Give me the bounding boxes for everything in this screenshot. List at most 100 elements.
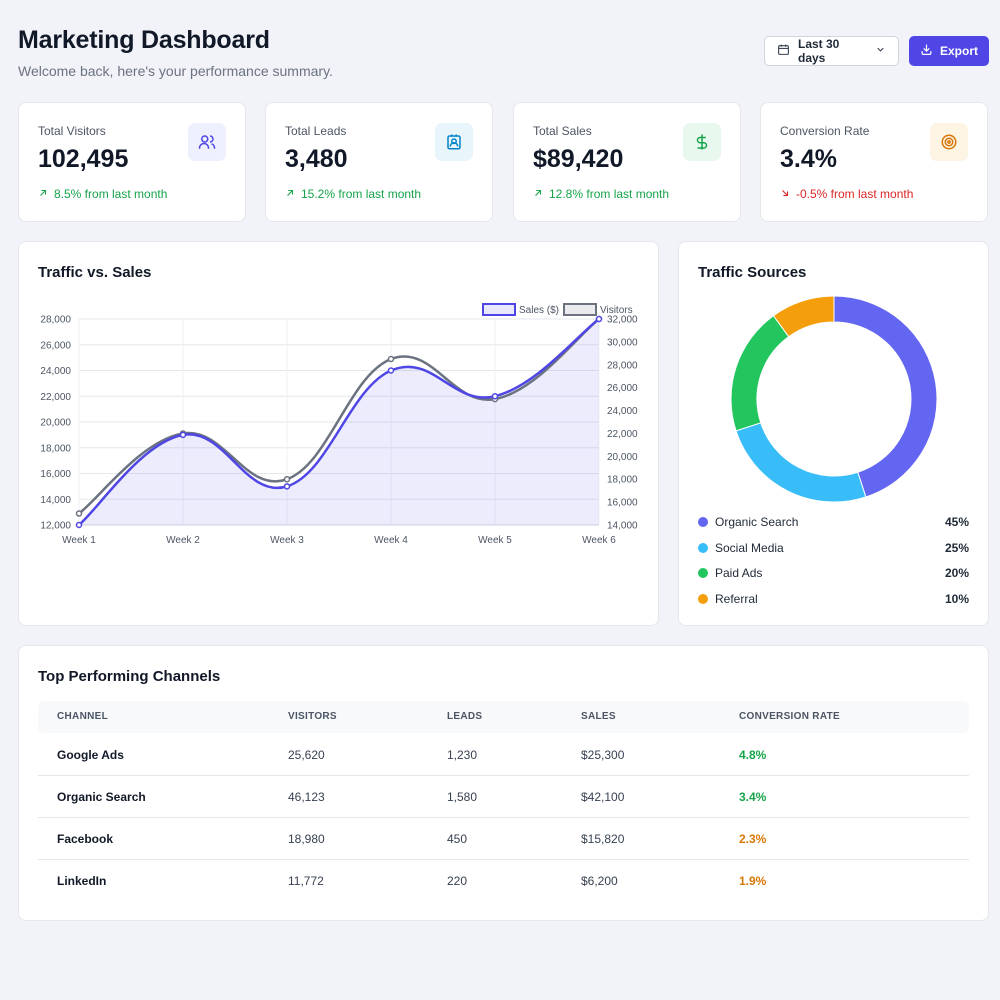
sales-cell: $6,200 bbox=[581, 874, 618, 888]
col-conversion: CONVERSION RATE bbox=[739, 711, 840, 722]
y-left-tick-label: 12,000 bbox=[40, 521, 71, 532]
legend-swatch-sales bbox=[482, 303, 516, 316]
visitors-point bbox=[283, 475, 291, 483]
conversion-cell: 2.3% bbox=[739, 832, 767, 846]
visitors-cell: 11,772 bbox=[288, 874, 324, 888]
donut-slice-referral bbox=[772, 295, 835, 338]
donut-slice-organic-search bbox=[833, 295, 938, 498]
header-actions: Last 30 days Export bbox=[764, 36, 989, 66]
stat-value: $89,420 bbox=[533, 145, 624, 173]
contact-icon bbox=[435, 123, 473, 161]
stat-label: Conversion Rate bbox=[780, 124, 870, 138]
leads-cell: 1,580 bbox=[447, 790, 478, 804]
chevron-down-icon bbox=[875, 44, 886, 58]
y-left-tick-label: 28,000 bbox=[40, 315, 71, 326]
stat-label: Total Sales bbox=[533, 124, 592, 138]
y-left-tick-label: 26,000 bbox=[40, 340, 71, 351]
conversion-cell: 1.9% bbox=[739, 874, 767, 888]
donut-slice-social-media bbox=[735, 422, 867, 503]
legend-value: 20% bbox=[944, 566, 969, 580]
table-row[interactable]: Organic Search 46,123 1,580 $42,100 3.4% bbox=[38, 776, 969, 818]
x-tick-label: Week 1 bbox=[62, 535, 96, 546]
y-right-tick-label: 30,000 bbox=[607, 337, 638, 348]
legend-label-sales: Sales ($) bbox=[519, 305, 559, 316]
stat-change: 12.8% from last month bbox=[533, 187, 669, 201]
y-left-tick-label: 20,000 bbox=[40, 418, 71, 429]
y-right-tick-label: 16,000 bbox=[607, 498, 638, 509]
chart-title: Traffic vs. Sales bbox=[38, 264, 152, 281]
target-icon bbox=[930, 123, 968, 161]
page-header: Marketing Dashboard Welcome back, here's… bbox=[18, 26, 333, 79]
sales-point bbox=[75, 521, 83, 529]
y-left-tick-label: 14,000 bbox=[40, 495, 71, 506]
leads-cell: 1,230 bbox=[447, 748, 478, 762]
x-tick-label: Week 4 bbox=[374, 535, 408, 546]
visitors-line bbox=[78, 318, 600, 515]
sales-point bbox=[387, 367, 395, 374]
stat-change-text: 15.2% from last month bbox=[301, 187, 422, 201]
stat-card-conversion: Conversion Rate 3.4% -0.5% from last mon… bbox=[760, 102, 988, 222]
traffic-sources-donut bbox=[730, 295, 938, 503]
arrow-down-right-icon bbox=[780, 187, 790, 201]
sales-cell: $42,100 bbox=[581, 790, 625, 804]
y-right-tick-label: 18,000 bbox=[607, 475, 638, 486]
legend-label: Organic Search bbox=[715, 515, 799, 529]
y-right-tick-label: 28,000 bbox=[607, 360, 638, 371]
channel-name: Facebook bbox=[57, 832, 114, 846]
sales-cell: $25,300 bbox=[581, 748, 625, 762]
visitors-cell: 46,123 bbox=[288, 790, 325, 804]
x-tick-label: Week 2 bbox=[166, 535, 200, 546]
table-header: CHANNEL VISITORS LEADS SALES CONVERSION … bbox=[38, 701, 969, 733]
legend-label: Referral bbox=[715, 591, 758, 606]
col-leads: LEADS bbox=[447, 711, 483, 722]
sources-title: Traffic Sources bbox=[698, 264, 807, 281]
arrow-up-right-icon bbox=[285, 187, 295, 201]
stat-label: Total Leads bbox=[285, 124, 347, 138]
conversion-cell: 3.4% bbox=[739, 790, 767, 804]
y-left-tick-label: 22,000 bbox=[40, 392, 71, 403]
channel-name: Organic Search bbox=[57, 790, 146, 804]
donut-slice-paid-ads bbox=[730, 314, 790, 432]
y-right-tick-label: 20,000 bbox=[607, 452, 638, 463]
leads-cell: 450 bbox=[447, 832, 468, 846]
stat-card-leads: Total Leads 3,480 15.2% from last month bbox=[265, 102, 493, 222]
download-icon bbox=[920, 43, 933, 59]
col-sales: SALES bbox=[581, 711, 616, 722]
legend-dot bbox=[698, 568, 708, 578]
visitors-cell: 18,980 bbox=[288, 832, 325, 846]
channel-name: Google Ads bbox=[57, 748, 124, 762]
sales-point bbox=[595, 315, 603, 323]
page-subtitle: Welcome back, here's your performance su… bbox=[18, 63, 333, 79]
table-row[interactable]: Google Ads 25,620 1,230 $25,300 4.8% bbox=[38, 734, 969, 776]
table-row[interactable]: Facebook 18,980 450 $15,820 2.3% bbox=[38, 818, 969, 860]
legend-item: Paid Ads 20% bbox=[698, 564, 969, 582]
legend-label: Paid Ads bbox=[715, 566, 763, 580]
y-right-tick-label: 26,000 bbox=[607, 383, 638, 394]
calendar-icon bbox=[777, 43, 790, 59]
export-button[interactable]: Export bbox=[909, 36, 989, 66]
y-right-tick-label: 14,000 bbox=[607, 521, 638, 532]
date-range-select[interactable]: Last 30 days bbox=[764, 36, 899, 66]
stat-value: 3,480 bbox=[285, 145, 348, 173]
legend-item: Organic Search 45% bbox=[698, 513, 969, 531]
visitors-cell: 25,620 bbox=[288, 748, 325, 762]
legend-value: 45% bbox=[944, 515, 969, 529]
y-right-tick-label: 22,000 bbox=[607, 429, 638, 440]
stat-change-text: 12.8% from last month bbox=[549, 187, 670, 201]
sales-area bbox=[79, 319, 599, 525]
stat-change-text: -0.5% from last month bbox=[796, 187, 914, 201]
table-row[interactable]: LinkedIn 11,772 220 $6,200 1.9% bbox=[38, 860, 969, 902]
stat-card-sales: Total Sales $89,420 12.8% from last mont… bbox=[513, 102, 741, 222]
legend-label-visitors: Visitors bbox=[600, 305, 633, 316]
stat-value: 3.4% bbox=[780, 145, 837, 173]
legend-value: 10% bbox=[944, 591, 969, 606]
legend-value: 25% bbox=[944, 540, 969, 555]
conversion-cell: 4.8% bbox=[739, 748, 767, 762]
traffic-sales-chart: 12,000 14,000 16,000 18,000 20,000 22,000 24,0… bbox=[40, 303, 638, 546]
date-range-label: Last 30 days bbox=[798, 37, 840, 65]
export-label: Export bbox=[939, 44, 978, 58]
x-tick-label: Week 6 bbox=[582, 535, 616, 546]
stat-label: Total Visitors bbox=[38, 124, 106, 138]
col-visitors: VISITORS bbox=[288, 711, 337, 722]
legend-swatch-visitors bbox=[563, 303, 597, 316]
